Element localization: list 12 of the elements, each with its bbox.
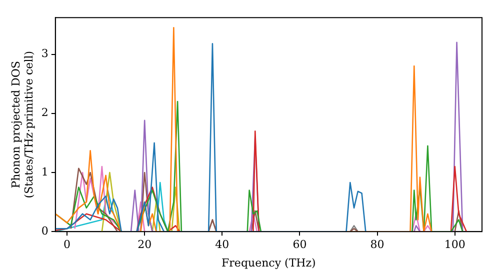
y-axis-title: Phonon projected DOS (States/THz·primitive cell) bbox=[9, 50, 36, 198]
x-tick-label: 20 bbox=[138, 238, 152, 252]
y-tick-label: 1 bbox=[41, 165, 48, 178]
x-tick-label: 40 bbox=[215, 238, 230, 252]
y-tick-label: 0 bbox=[41, 224, 48, 238]
x-axis-title: Frequency (THz) bbox=[222, 256, 316, 270]
x-tick-label: 0 bbox=[64, 238, 71, 252]
x-tick-label: 100 bbox=[444, 238, 466, 252]
y-tick-label: 2 bbox=[41, 106, 48, 120]
x-tick-label: 80 bbox=[370, 238, 384, 252]
y-tick-label: 3 bbox=[41, 47, 48, 60]
x-tick-label: 60 bbox=[292, 238, 307, 252]
